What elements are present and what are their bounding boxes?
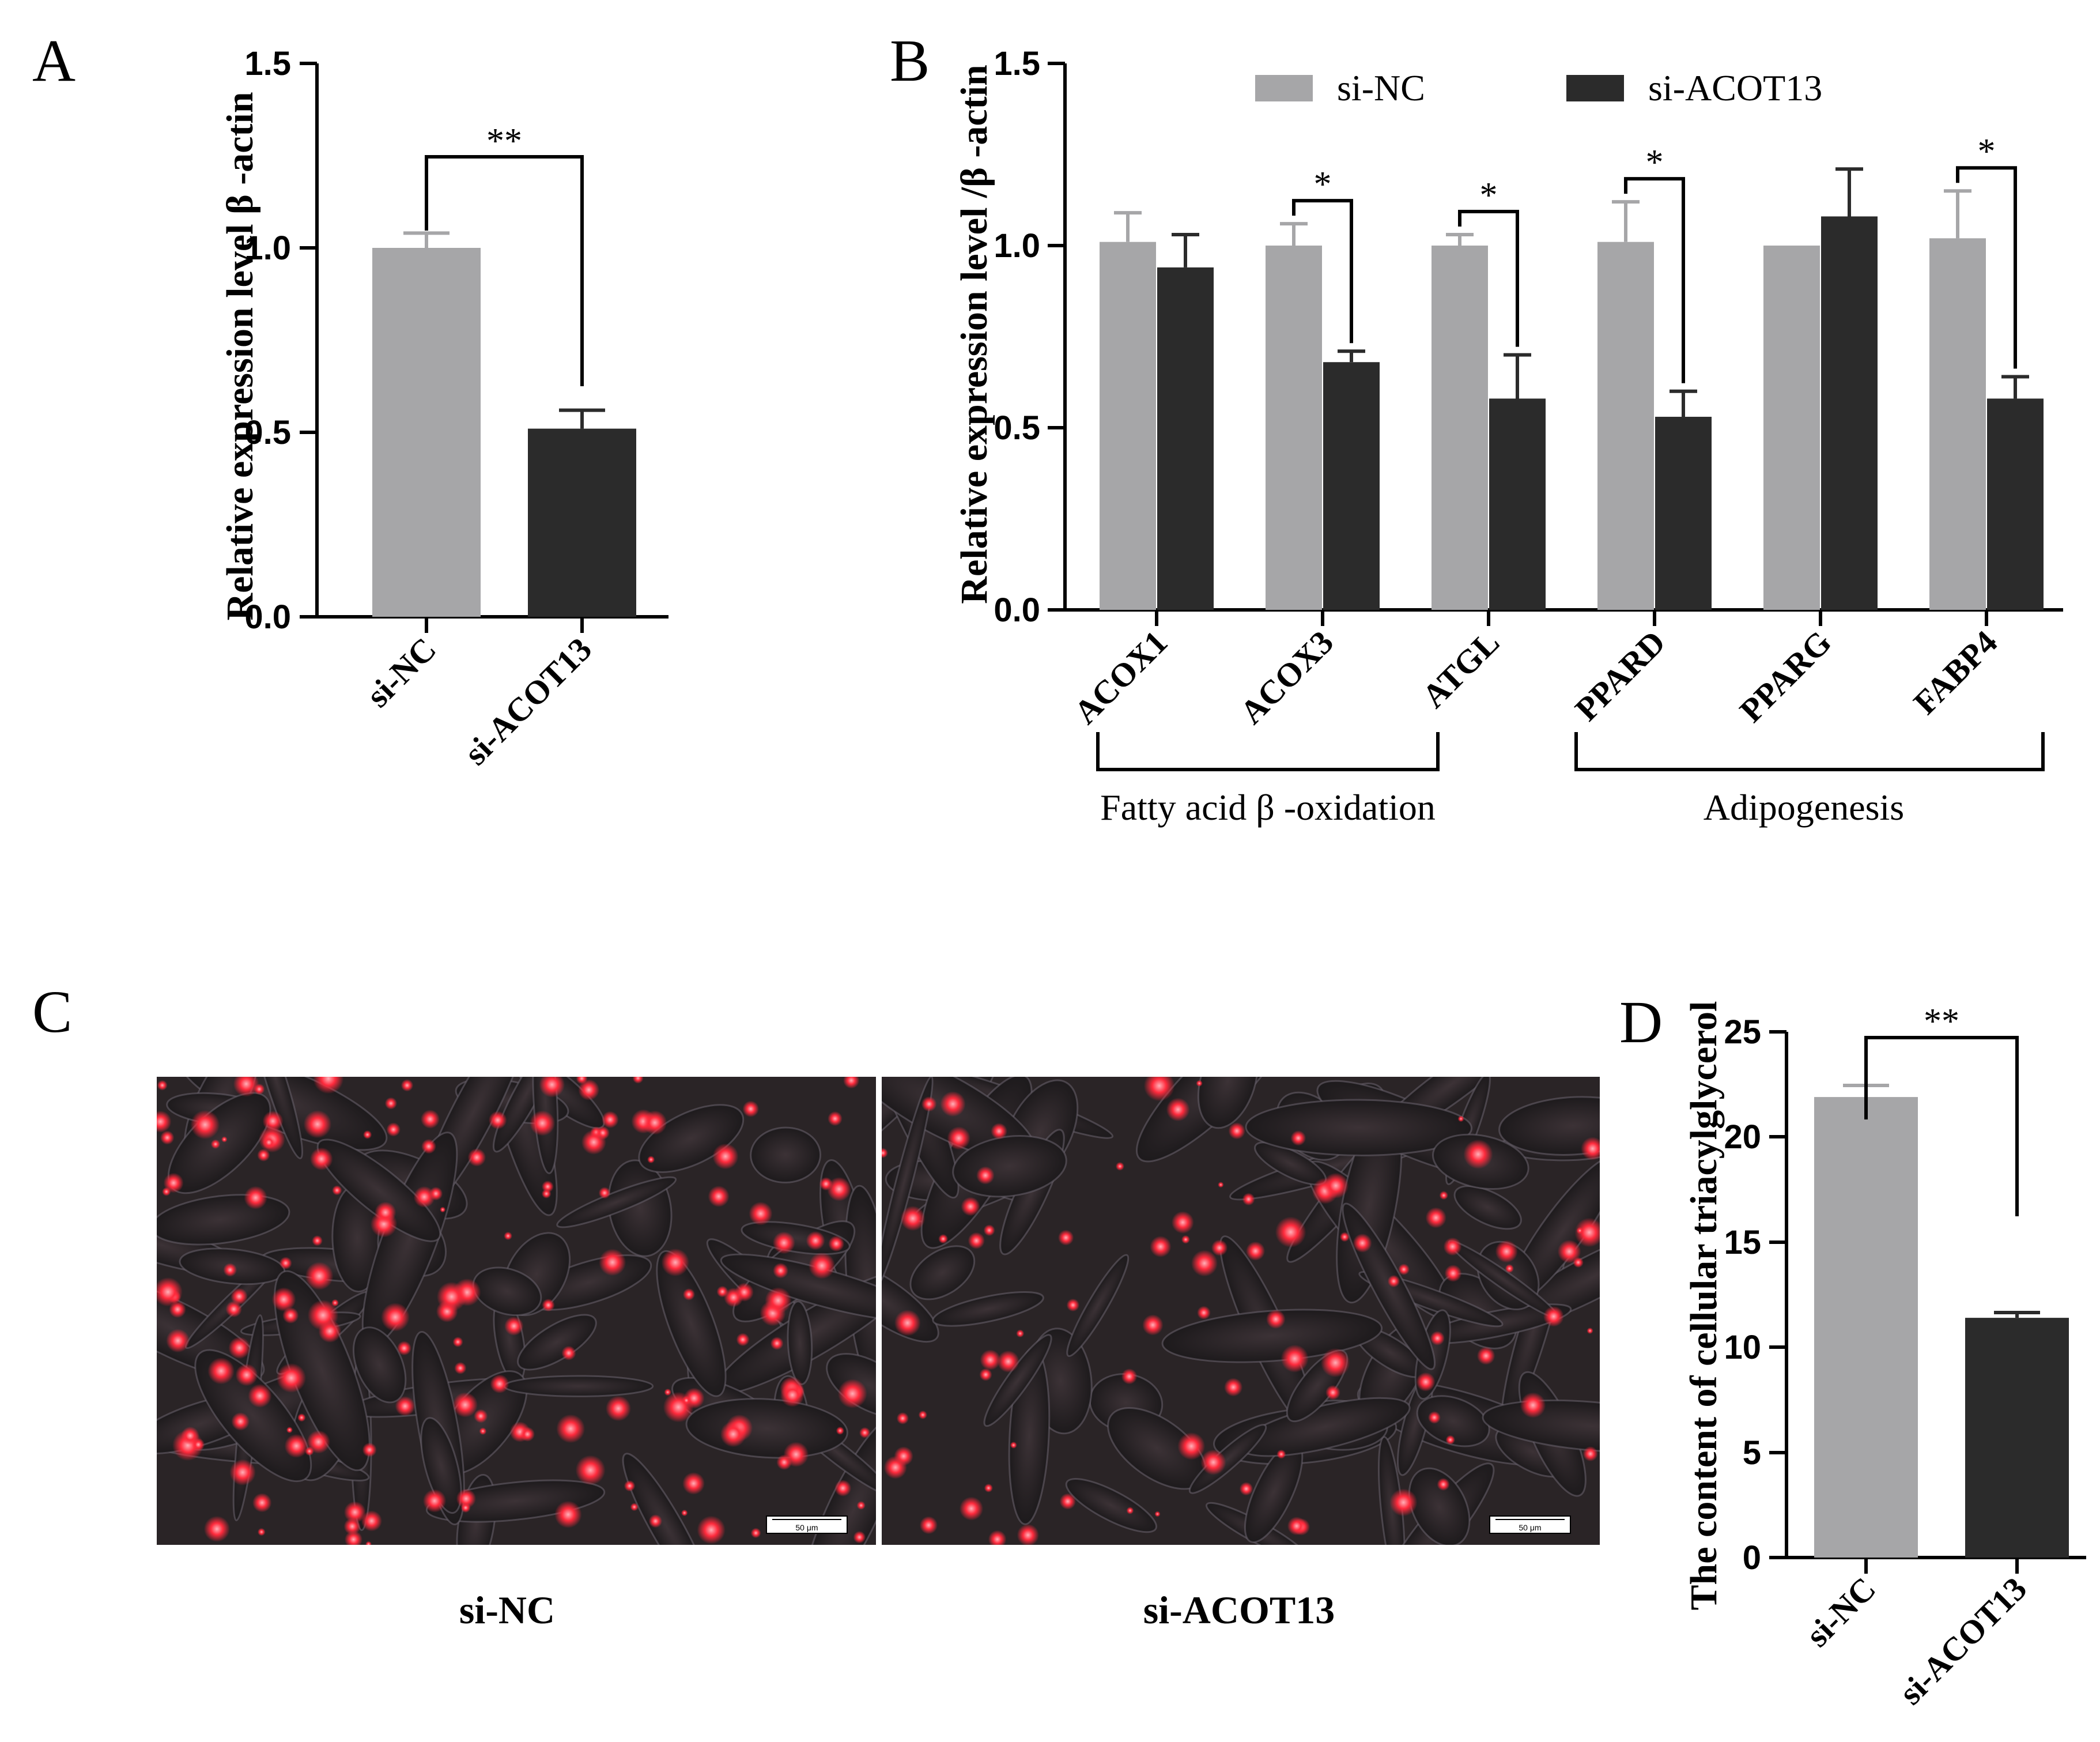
chart-b-ytick-3: 1.5 <box>994 45 1040 82</box>
chart-b-bar-atgl-si-nc <box>1432 246 1488 610</box>
chart-b-xlabel-fabp4: FABP4 <box>1906 623 2005 722</box>
chart-d-significance-bracket <box>1864 1036 2019 1216</box>
chart-b-bar-fabp4-si-nc <box>1929 238 1986 610</box>
chart-a-ytick-0: 0.0 <box>244 598 291 636</box>
chart-d-xlabel-si-acot13: si-ACOT13 <box>1892 1570 2034 1711</box>
chart-d-yaxis <box>1769 1030 1788 1559</box>
chart-b-marks: ACOX1 ACOX3 * ATGL * PPARD * PPARG FABP4 * <box>1067 132 2044 731</box>
chart-b-bar-acox1-si-nc <box>1100 242 1156 610</box>
panel-letter-b: B <box>890 28 930 94</box>
chart-a-ylabel: Relative expression level β -actin <box>219 92 261 620</box>
chart-b-bar-acox3-si-nc <box>1266 246 1322 610</box>
chart-b-significance-label-fabp4: * <box>1978 132 1996 171</box>
micrograph-si-nc <box>157 1077 876 1545</box>
chart-d-ytick-5: 25 <box>1724 1013 1761 1051</box>
chart-b-xlabel-acox1: ACOX1 <box>1067 623 1174 731</box>
chart-b-significance-label-acox3: * <box>1314 165 1332 204</box>
chart-b-significance-bracket-atgl <box>1458 210 1519 347</box>
chart-d-ylabel: The content of cellular triacylglycerol <box>1683 1001 1725 1611</box>
chart-b-bar-ppard-si-acot13 <box>1655 417 1712 610</box>
chart-b-group-label-adipogenesis: Adipogenesis <box>1704 787 1904 828</box>
micrograph-caption-si-nc: si-NC <box>459 1588 555 1632</box>
chart-b-ytick-2: 1.0 <box>994 227 1040 265</box>
chart-a: Relative expression level β -actin 0.0 0… <box>219 45 668 772</box>
chart-b-group-bracket-oxidation <box>1096 732 1440 771</box>
chart-a-significance-bracket <box>425 155 584 386</box>
chart-b-bar-acox1-si-acot13 <box>1157 267 1214 610</box>
chart-d: The content of cellular triacylglycerol … <box>1683 1001 2086 1712</box>
chart-a-ytick-2: 1.0 <box>244 229 291 267</box>
chart-d-xlabel-si-nc: si-NC <box>1799 1570 1883 1654</box>
chart-b-bar-pparg-si-nc <box>1763 246 1820 610</box>
chart-d-ytick-0: 0 <box>1743 1539 1761 1577</box>
chart-a-bar-si-acot13 <box>528 428 636 617</box>
panel-letter-d: D <box>1619 989 1663 1055</box>
panel-letter-c: C <box>32 979 72 1045</box>
chart-a-xlabel-si-nc: si-NC <box>359 630 443 714</box>
scale-bar-left: 50 μm <box>766 1515 848 1534</box>
chart-d-ytick-3: 15 <box>1724 1224 1761 1261</box>
chart-b-group-bracket-adipogenesis <box>1574 732 2045 771</box>
chart-a-bar-si-nc <box>372 248 481 617</box>
chart-b-significance-bracket-fabp4 <box>1956 166 2017 369</box>
chart-b-significance-bracket-ppard <box>1624 177 1685 383</box>
chart-d-ytick-4: 20 <box>1724 1118 1761 1156</box>
chart-a-yaxis <box>300 62 319 619</box>
chart-d-bar-si-acot13 <box>1965 1318 2069 1558</box>
micrograph-si-acot13 <box>882 1077 1600 1545</box>
legend-label-si-acot13: si-ACOT13 <box>1648 67 1822 108</box>
chart-b-yaxis <box>1048 62 1067 612</box>
chart-b-bar-pparg-si-acot13 <box>1821 216 1878 610</box>
scale-bar-right: 50 μm <box>1489 1515 1571 1534</box>
chart-a-xlabel-si-acot13: si-ACOT13 <box>457 630 599 772</box>
chart-b-group-label-oxidation: Fatty acid β -oxidation <box>1100 787 1436 828</box>
chart-b-xlabel-atgl: ATGL <box>1415 623 1506 715</box>
scale-bar-left-label: 50 μm <box>795 1523 818 1532</box>
chart-b-bar-ppard-si-nc <box>1597 242 1654 610</box>
scale-bar-right-label: 50 μm <box>1519 1523 1541 1532</box>
chart-d-significance-label: ** <box>1924 1002 1959 1041</box>
legend-label-si-nc: si-NC <box>1337 67 1425 108</box>
chart-a-ytick-3: 1.5 <box>244 45 291 82</box>
chart-b-xlabel-acox3: ACOX3 <box>1233 623 1340 731</box>
chart-b-ylabel: Relative expression level /β -actin <box>953 65 995 604</box>
legend-swatch-si-nc <box>1255 75 1313 101</box>
panel-letter-a: A <box>32 28 75 94</box>
chart-b-xlabel-ppard: PPARD <box>1568 623 1672 728</box>
chart-a-ytick-1: 0.5 <box>244 414 291 451</box>
chart-a-significance-label: ** <box>486 122 522 161</box>
micrograph-caption-si-acot13: si-ACOT13 <box>1143 1588 1335 1632</box>
chart-b-xlabel-pparg: PPARG <box>1732 623 1838 729</box>
chart-d-ytick-1: 5 <box>1743 1434 1761 1472</box>
chart-b-bar-atgl-si-acot13 <box>1489 398 1546 610</box>
chart-d-bar-si-nc <box>1814 1097 1918 1558</box>
chart-b-legend: si-NC si-ACOT13 <box>1255 67 1822 108</box>
chart-d-ytick-2: 10 <box>1724 1329 1761 1366</box>
chart-b-bar-acox3-si-acot13 <box>1323 362 1380 610</box>
chart-b-significance-label-ppard: * <box>1646 143 1664 182</box>
legend-swatch-si-acot13 <box>1566 75 1624 101</box>
chart-b-bar-fabp4-si-acot13 <box>1987 398 2044 610</box>
chart-b-significance-bracket-acox3 <box>1292 199 1353 344</box>
chart-b: Relative expression level /β -actin 0.0 … <box>953 45 2063 828</box>
chart-b-significance-label-atgl: * <box>1480 176 1498 215</box>
chart-b-ytick-1: 0.5 <box>994 409 1040 447</box>
chart-b-ytick-0: 0.0 <box>994 591 1040 629</box>
